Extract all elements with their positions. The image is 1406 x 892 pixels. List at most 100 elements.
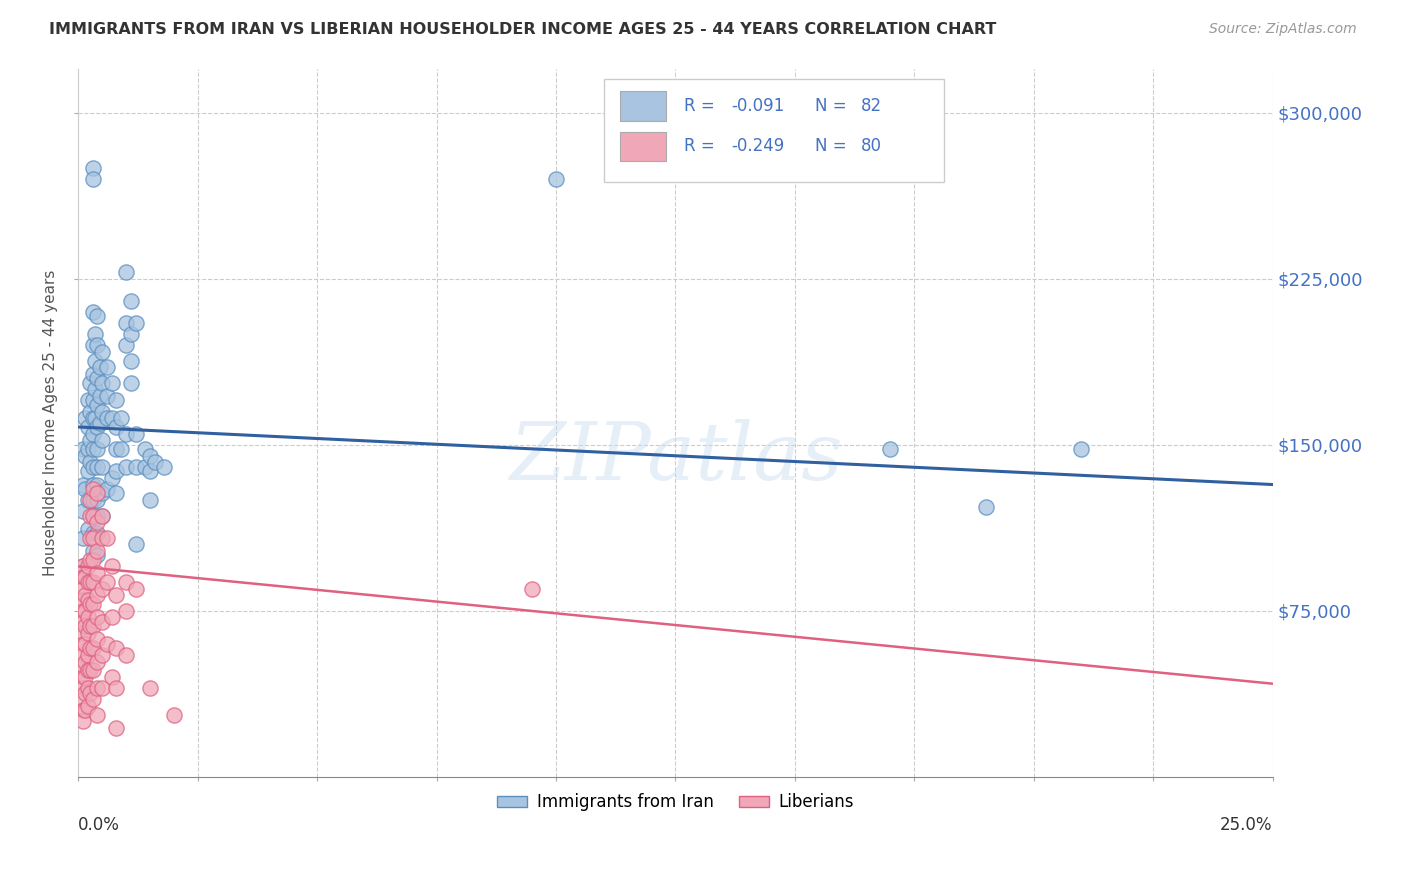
Text: IMMIGRANTS FROM IRAN VS LIBERIAN HOUSEHOLDER INCOME AGES 25 - 44 YEARS CORRELATI: IMMIGRANTS FROM IRAN VS LIBERIAN HOUSEHO…: [49, 22, 997, 37]
FancyBboxPatch shape: [620, 91, 666, 121]
Point: [84, 411, 107, 425]
Point: [72, 615, 94, 629]
Text: R =: R =: [683, 97, 720, 115]
Point: [79, 619, 101, 633]
Text: 82: 82: [860, 97, 882, 115]
Point: [82, 531, 104, 545]
Point: [134, 442, 156, 457]
Point: [82, 619, 104, 633]
Point: [91, 344, 114, 359]
Point: [82, 172, 104, 186]
Point: [91, 648, 114, 662]
Point: [79, 574, 101, 589]
Point: [91, 615, 114, 629]
Point: [72, 559, 94, 574]
Point: [115, 426, 138, 441]
Point: [91, 582, 114, 596]
Point: [91, 459, 114, 474]
Point: [86, 610, 108, 624]
Point: [82, 411, 104, 425]
Point: [82, 574, 104, 589]
Point: [115, 265, 138, 279]
Point: [89, 389, 111, 403]
Point: [105, 393, 128, 408]
Point: [79, 455, 101, 469]
Point: [124, 459, 146, 474]
Point: [110, 442, 132, 457]
Point: [84, 353, 107, 368]
Point: [96, 482, 118, 496]
Point: [79, 664, 101, 678]
Point: [75, 685, 97, 699]
Point: [96, 389, 118, 403]
Point: [86, 477, 108, 491]
Point: [75, 588, 97, 602]
Point: [76, 574, 98, 589]
Point: [139, 464, 162, 478]
Point: [86, 420, 108, 434]
Point: [75, 655, 97, 669]
Point: [91, 681, 114, 695]
Point: [91, 531, 114, 545]
Point: [72, 582, 94, 596]
Point: [86, 707, 108, 722]
Point: [72, 648, 94, 662]
Point: [82, 305, 104, 319]
Legend: Immigrants from Iran, Liberians: Immigrants from Iran, Liberians: [491, 787, 860, 818]
Point: [86, 515, 108, 529]
Point: [100, 670, 122, 684]
Point: [115, 648, 138, 662]
Point: [82, 553, 104, 567]
Point: [79, 553, 101, 567]
FancyBboxPatch shape: [620, 131, 666, 161]
Point: [72, 703, 94, 717]
Point: [75, 449, 97, 463]
Point: [105, 420, 128, 434]
Point: [134, 459, 156, 474]
Point: [72, 531, 94, 545]
Point: [82, 508, 104, 523]
Point: [86, 526, 108, 541]
Point: [91, 486, 114, 500]
Point: [76, 681, 98, 695]
Point: [79, 493, 101, 508]
Point: [79, 508, 101, 523]
Point: [100, 411, 122, 425]
Point: [82, 477, 104, 491]
Point: [86, 338, 108, 352]
Point: [124, 316, 146, 330]
Point: [76, 493, 98, 508]
Point: [153, 459, 176, 474]
Text: -0.091: -0.091: [731, 97, 785, 115]
Text: 80: 80: [860, 137, 882, 155]
Point: [974, 500, 997, 514]
Point: [72, 604, 94, 618]
Point: [72, 559, 94, 574]
FancyBboxPatch shape: [603, 79, 943, 182]
Point: [76, 442, 98, 457]
Point: [72, 592, 94, 607]
Point: [96, 637, 118, 651]
Point: [72, 442, 94, 457]
Point: [120, 353, 142, 368]
Point: [100, 610, 122, 624]
Point: [72, 692, 94, 706]
Point: [91, 404, 114, 418]
Point: [76, 592, 98, 607]
Text: Source: ZipAtlas.com: Source: ZipAtlas.com: [1209, 22, 1357, 37]
Point: [86, 459, 108, 474]
Text: 25.0%: 25.0%: [1220, 815, 1272, 833]
Point: [105, 588, 128, 602]
Point: [86, 544, 108, 558]
Point: [79, 434, 101, 448]
Point: [86, 632, 108, 647]
Point: [91, 508, 114, 523]
Point: [86, 508, 108, 523]
Point: [879, 442, 901, 457]
Point: [86, 310, 108, 324]
Point: [75, 570, 97, 584]
Point: [76, 610, 98, 624]
Point: [105, 486, 128, 500]
Point: [96, 360, 118, 375]
Point: [115, 604, 138, 618]
